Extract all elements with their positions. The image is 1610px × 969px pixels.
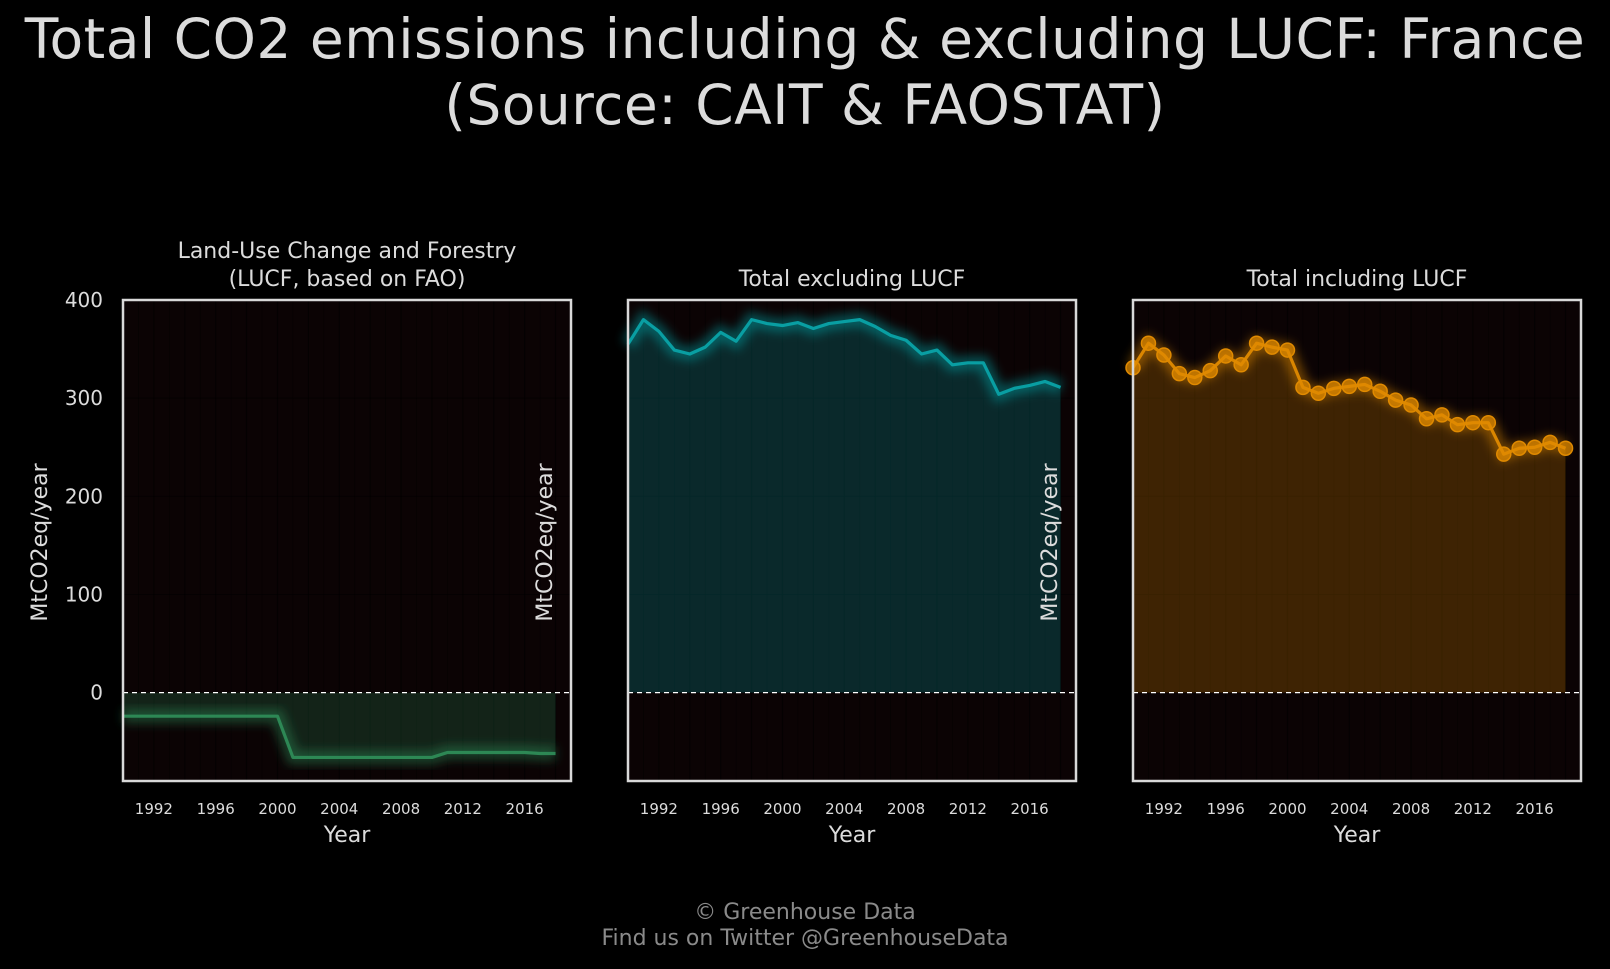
x-tick-label: 1992 bbox=[640, 800, 678, 818]
data-point bbox=[1310, 385, 1327, 402]
footer: © Greenhouse Data Find us on Twitter @Gr… bbox=[0, 900, 1610, 952]
x-tick-label: 1992 bbox=[135, 800, 173, 818]
data-point bbox=[1542, 434, 1558, 451]
panel-title-line2: (LUCF, based on FAO) bbox=[229, 267, 466, 292]
series-area bbox=[123, 692, 556, 758]
data-point bbox=[1496, 446, 1512, 462]
data-point bbox=[1403, 397, 1419, 413]
panel-title-line2: Total excluding LUCF bbox=[738, 267, 966, 292]
data-point bbox=[1156, 347, 1172, 363]
y-tick-label: 200 bbox=[65, 484, 103, 508]
x-tick-label: 2000 bbox=[763, 800, 801, 818]
data-point bbox=[1526, 439, 1543, 455]
data-point bbox=[1171, 365, 1188, 382]
data-point bbox=[1480, 414, 1497, 431]
x-tick-label: 2004 bbox=[320, 800, 358, 818]
series-line bbox=[123, 714, 556, 760]
x-tick-label: 2000 bbox=[258, 800, 296, 818]
x-axis-label: Year bbox=[1333, 823, 1382, 848]
data-point bbox=[1233, 357, 1249, 373]
panel-background bbox=[628, 300, 1076, 781]
x-tick-label: 2016 bbox=[1516, 800, 1554, 818]
footer-twitter: Find us on Twitter @GreenhouseData bbox=[601, 926, 1009, 951]
panel-frame bbox=[121, 298, 573, 783]
data-point bbox=[1341, 378, 1358, 395]
x-tick-label: 1996 bbox=[197, 800, 235, 818]
x-tick-label: 1996 bbox=[702, 800, 740, 818]
x-tick-label: 2008 bbox=[887, 800, 925, 818]
main-title-line1: Total CO2 emissions including & excludin… bbox=[24, 7, 1586, 71]
x-tick-label: 2004 bbox=[1330, 800, 1368, 818]
series-line bbox=[626, 318, 1062, 396]
panel-frame bbox=[1131, 298, 1583, 783]
chart-panel-3: Total including LUCF 1992 1996 2000 2004 2008… bbox=[1038, 267, 1583, 848]
panel-frame bbox=[626, 298, 1078, 783]
x-tick-label: 2012 bbox=[444, 800, 482, 818]
data-point bbox=[1217, 348, 1234, 364]
y-tick-label: 100 bbox=[65, 582, 103, 606]
data-point bbox=[1264, 339, 1280, 355]
y-axis-label: MtCO2eq/year bbox=[28, 462, 53, 621]
x-tick-label: 2016 bbox=[1011, 800, 1049, 818]
x-axis-label: Year bbox=[323, 823, 372, 848]
main-title: Total CO2 emissions including & excludin… bbox=[0, 6, 1610, 138]
data-point bbox=[1279, 342, 1296, 358]
x-tick-label: 2008 bbox=[1392, 800, 1430, 818]
x-tick-label: 2012 bbox=[1454, 800, 1492, 818]
x-axis-label: Year bbox=[828, 823, 877, 848]
y-axis-label: MtCO2eq/year bbox=[1038, 462, 1063, 621]
x-tick-label: 1992 bbox=[1145, 800, 1183, 818]
data-point bbox=[1557, 440, 1574, 456]
x-tick-label: 2000 bbox=[1268, 800, 1306, 818]
x-tick-label: 2008 bbox=[382, 800, 420, 818]
data-point bbox=[1202, 362, 1218, 379]
data-point bbox=[1465, 414, 1481, 431]
main-title-line2: (Source: CAIT & FAOSTAT) bbox=[444, 73, 1166, 137]
panel-title-line2: Total including LUCF bbox=[1246, 267, 1468, 292]
y-tick-label: 0 bbox=[90, 681, 103, 705]
x-tick-label: 2016 bbox=[506, 800, 544, 818]
x-tick-label: 2004 bbox=[825, 800, 863, 818]
data-point bbox=[1372, 383, 1388, 400]
data-point bbox=[1295, 379, 1311, 396]
series-area bbox=[628, 319, 1061, 693]
data-point bbox=[1140, 335, 1157, 351]
data-point bbox=[1356, 376, 1373, 393]
chart-panel-1: Land-Use Change and Forestry (LUCF, based… bbox=[28, 239, 573, 848]
x-tick-label: 2012 bbox=[949, 800, 987, 818]
y-axis-label: MtCO2eq/year bbox=[533, 462, 558, 621]
data-point bbox=[1187, 369, 1203, 386]
data-point bbox=[1511, 440, 1527, 456]
data-point bbox=[1326, 380, 1342, 397]
panel-title-line1: Land-Use Change and Forestry bbox=[178, 239, 517, 264]
y-tick-label: 300 bbox=[65, 386, 103, 410]
footer-copyright: © Greenhouse Data bbox=[694, 900, 916, 925]
panel-background bbox=[123, 300, 571, 781]
data-point bbox=[1387, 392, 1404, 408]
data-point bbox=[1418, 411, 1435, 427]
data-point bbox=[1449, 416, 1466, 433]
y-tick-label: 400 bbox=[65, 288, 103, 312]
data-point bbox=[1434, 407, 1450, 423]
chart-panel-2: Total excluding LUCF 1992 1996 2000 2004 2008… bbox=[533, 267, 1078, 848]
data-point bbox=[1248, 335, 1265, 351]
x-tick-label: 1996 bbox=[1207, 800, 1245, 818]
